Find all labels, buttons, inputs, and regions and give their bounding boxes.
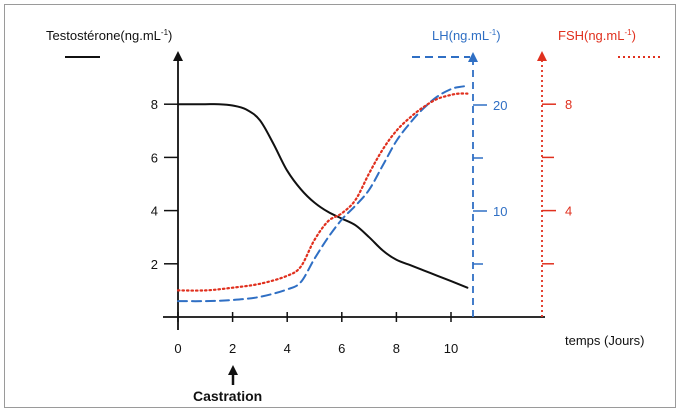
testo-axis-label: Testostérone(ng.mL-1) — [46, 28, 172, 43]
testo-tick-label-8: 8 — [151, 97, 158, 112]
x-tick-label-0: 0 — [174, 341, 181, 356]
testo-tick-label-4: 4 — [151, 204, 158, 219]
fsh-axis-label: FSH(ng.mL-1) — [558, 28, 636, 43]
x-axis-label: temps (Jours) — [565, 333, 644, 348]
x-tick-label-4: 4 — [284, 341, 291, 356]
x-tick-label-2: 2 — [229, 341, 236, 356]
testo-curve — [177, 103, 469, 289]
testo-tick-label-2: 2 — [151, 257, 158, 272]
x-tick-label-10: 10 — [444, 341, 458, 356]
lh-curve — [177, 84, 469, 303]
fsh-curve — [176, 92, 469, 292]
testo-tick-label-6: 6 — [151, 150, 158, 165]
x-tick-label-6: 6 — [338, 341, 345, 356]
chart-frame — [4, 4, 676, 408]
lh-tick-label-10: 10 — [493, 204, 507, 219]
fsh-tick-label-4: 4 — [565, 204, 572, 219]
lh-axis-label: LH(ng.mL-1) — [432, 28, 501, 43]
fsh-tick-label-8: 8 — [565, 97, 572, 112]
lh-tick-label-20: 20 — [493, 98, 507, 113]
castration-label: Castration — [193, 388, 262, 404]
x-tick-label-8: 8 — [393, 341, 400, 356]
